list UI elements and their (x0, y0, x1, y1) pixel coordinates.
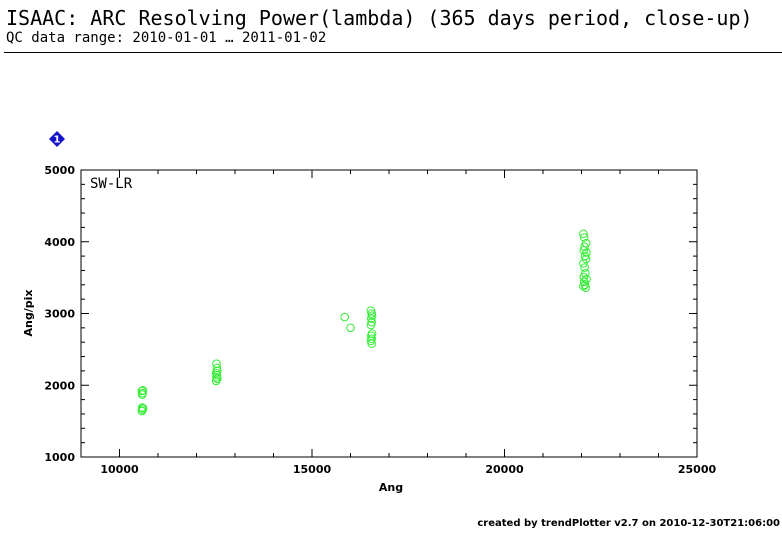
y-axis-label: Ang/pix (22, 290, 35, 337)
data-point (212, 374, 222, 384)
x-tick-label: 15000 (293, 463, 332, 476)
axis-ticks: 10000 15000 20000 25000 1000 2000 3000 4000 5000 (44, 164, 716, 476)
data-point (579, 246, 589, 255)
plot-frame (80, 169, 698, 458)
data-point (579, 258, 588, 268)
data-point (582, 274, 591, 284)
data-point (579, 233, 589, 242)
data-point (581, 254, 591, 264)
header: ISAAC: ARC Resolving Power(lambda) (365 … (6, 6, 782, 47)
x-tick-label: 20000 (485, 463, 524, 476)
badge-label: 1 (54, 135, 61, 146)
data-point (137, 390, 147, 399)
data-point (580, 242, 589, 252)
data-point (211, 376, 221, 386)
y-tick-label: 4000 (44, 236, 75, 249)
header-divider (4, 52, 782, 53)
page-title: ISAAC: ARC Resolving Power(lambda) (365 … (6, 6, 753, 30)
page-subtitle: QC data range: 2010-01-01 … 2011-01-02 (6, 30, 327, 46)
data-point (340, 312, 350, 322)
y-tick-label: 3000 (44, 308, 75, 321)
panel-label: SW-LR (90, 176, 133, 192)
diamond-icon (49, 131, 65, 147)
data-point (367, 339, 376, 348)
data-point (138, 385, 148, 395)
data-point (366, 320, 376, 330)
y-tick-label: 2000 (44, 379, 75, 392)
y-tick-label: 5000 (44, 164, 75, 177)
data-point (366, 314, 376, 323)
x-tick-label: 10000 (100, 463, 139, 476)
footer-credit: created by trendPlotter v2.7 on 2010-12-… (477, 518, 780, 529)
data-points (137, 229, 591, 416)
data-point (212, 373, 221, 382)
data-point (581, 283, 591, 292)
data-point (346, 323, 355, 333)
data-point (138, 403, 148, 413)
data-point (580, 263, 589, 272)
x-tick-label: 25000 (678, 463, 717, 476)
data-point (579, 281, 588, 291)
data-point (579, 229, 588, 239)
x-axis-label: Ang (379, 481, 403, 494)
plot-number-badge[interactable]: 1 (49, 131, 65, 147)
y-tick-label: 1000 (44, 451, 75, 464)
